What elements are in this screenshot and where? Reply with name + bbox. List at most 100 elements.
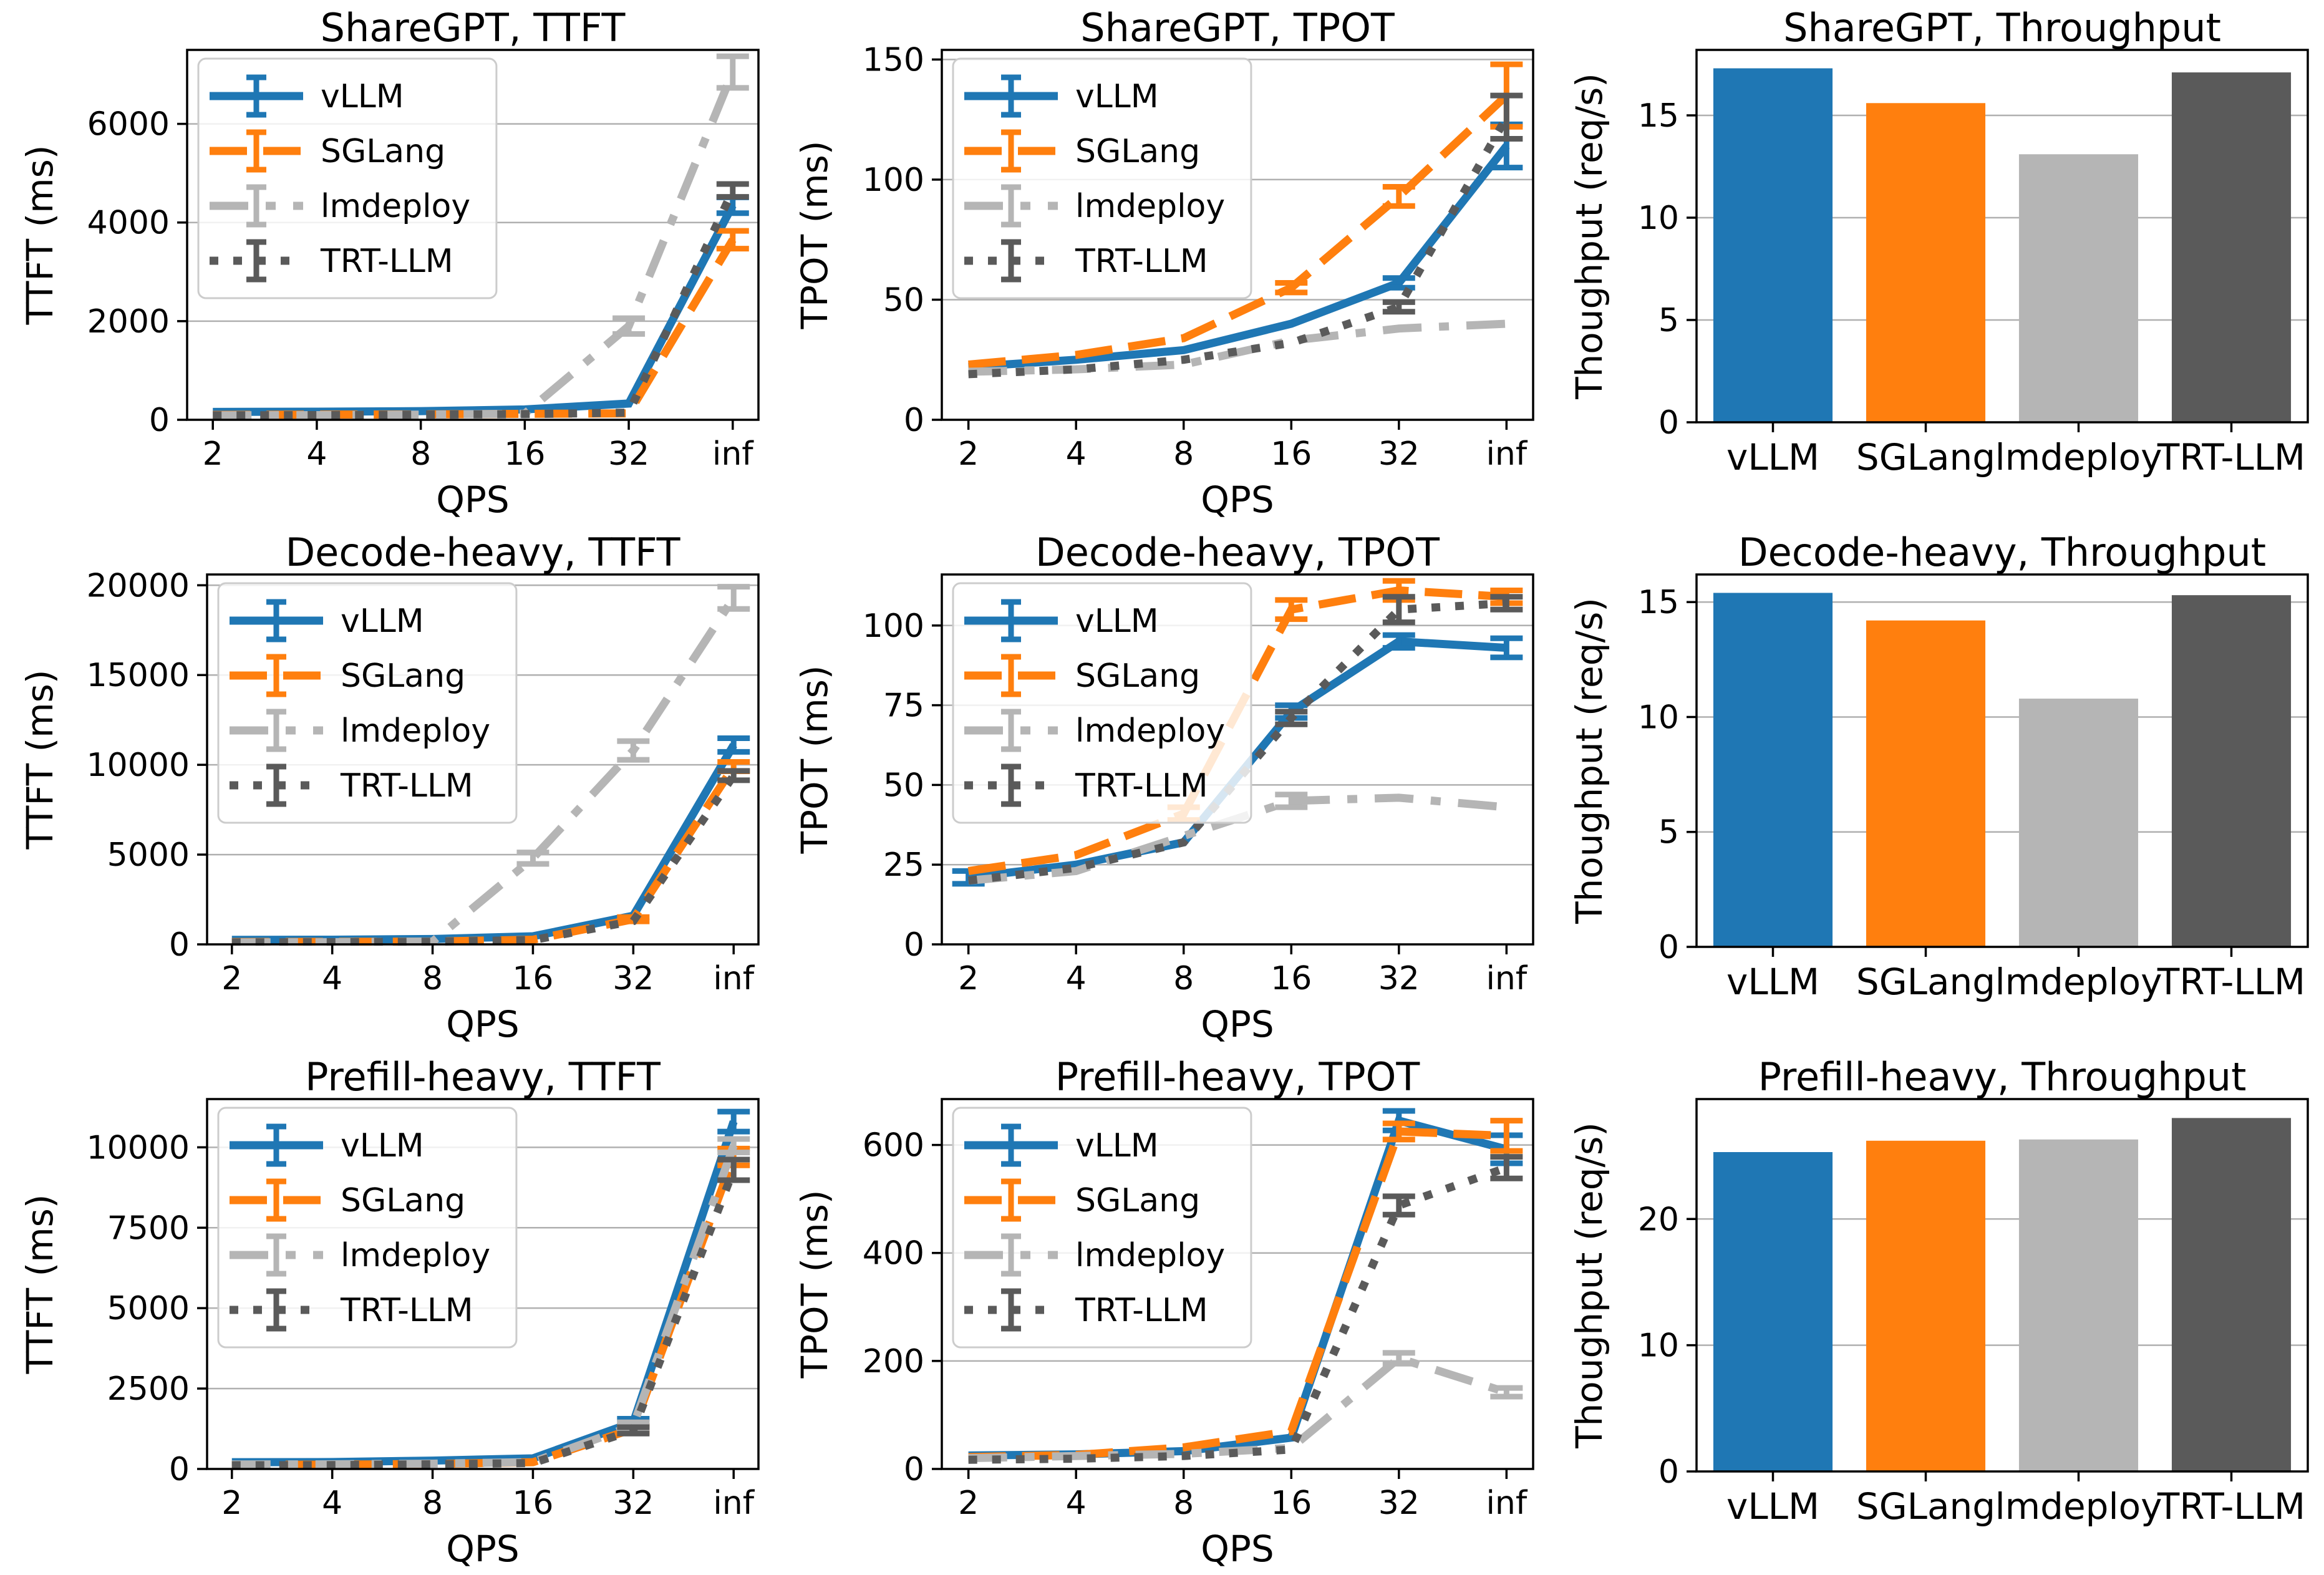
x-tick-label: 16 bbox=[512, 1485, 553, 1522]
error-bar-vLLM bbox=[1490, 635, 1523, 661]
axes-border bbox=[941, 1098, 1534, 1470]
error-bar-lmdeploy bbox=[717, 584, 750, 612]
error-bar-SGLang bbox=[1275, 280, 1308, 296]
legend-errorbar-SGLang bbox=[1001, 129, 1021, 173]
legend-errorbar-SGLang bbox=[1001, 1178, 1021, 1222]
x-tick-label: 8 bbox=[1173, 1485, 1194, 1522]
error-bar-lmdeploy bbox=[716, 53, 749, 91]
y-tick-label: 10 bbox=[1638, 699, 1679, 736]
legend-errorbar-SGLang bbox=[246, 129, 266, 173]
plot-area bbox=[231, 584, 750, 946]
series-line-TRT-LLM bbox=[231, 1168, 738, 1470]
y-tick-label: 15 bbox=[1638, 584, 1679, 621]
error-bar-TRT-LLM bbox=[717, 1156, 750, 1183]
x-tick-label: 4 bbox=[322, 960, 342, 997]
legend-label-vLLM: vLLM bbox=[341, 1127, 424, 1165]
chart-decode-heavy-ttft: Decode-heavy, TTFT TTFT (ms) 2 4 8 16 32 inf QPS… bbox=[19, 530, 760, 1045]
legend-label-SGLang: SGLang bbox=[321, 133, 445, 170]
y-tick-label: 600 bbox=[863, 1127, 924, 1165]
series-line-TRT-LLM bbox=[213, 188, 737, 420]
series-line-SGLang bbox=[968, 92, 1509, 369]
chart-title: ShareGPT, TTFT bbox=[321, 5, 626, 51]
legend-label-lmdeploy: lmdeploy bbox=[1075, 1237, 1225, 1274]
bar-lmdeploy bbox=[2018, 154, 2139, 423]
error-bar-TRT-LLM bbox=[1382, 299, 1415, 315]
x-tick-label: 2 bbox=[203, 435, 223, 473]
x-tick-label: 8 bbox=[422, 1485, 443, 1522]
x-tick-label: 16 bbox=[1271, 435, 1312, 473]
legend-box bbox=[952, 582, 1252, 824]
plot-area bbox=[231, 1108, 750, 1470]
legend-errorbar-vLLM bbox=[1001, 599, 1021, 642]
bar-category-label: lmdeploy bbox=[1995, 1485, 2162, 1528]
bar-SGLang bbox=[1866, 620, 1986, 947]
error-bar-TRT-LLM bbox=[1275, 709, 1308, 727]
bar-TRT-LLM bbox=[2171, 595, 2292, 947]
series-line-lmdeploy bbox=[213, 70, 737, 420]
error-bar-TRT-LLM bbox=[1490, 594, 1523, 613]
error-bar-TRT-LLM bbox=[617, 1424, 650, 1437]
y-tick-label: 15000 bbox=[87, 657, 190, 694]
x-tick-label: 8 bbox=[410, 435, 431, 473]
y-tick-label: 150 bbox=[863, 41, 924, 79]
y-tick-label: 50 bbox=[883, 767, 924, 804]
bar-category-label: SGLang bbox=[1856, 961, 1995, 1003]
legend-label-SGLang: SGLang bbox=[341, 657, 465, 695]
legend-box bbox=[217, 1107, 518, 1349]
y-axis-label: Thoughput (req/s) bbox=[1568, 598, 1610, 924]
y-tick-label: 10 bbox=[1638, 1327, 1679, 1365]
legend-label-vLLM: vLLM bbox=[1075, 78, 1159, 115]
x-tick-label: 32 bbox=[608, 435, 649, 473]
chart-sharegpt-throughput: ShareGPT, Throughput Thoughput (req/s) vLL… bbox=[1568, 5, 2309, 478]
legend-errorbar-lmdeploy bbox=[266, 709, 286, 752]
y-tick-label: 2500 bbox=[107, 1370, 190, 1408]
legend: vLLM SGLang lmdeploy TRT-LLM bbox=[217, 1107, 518, 1349]
y-tick-label: 0 bbox=[1658, 929, 1679, 966]
error-bar-TRT-LLM bbox=[1382, 594, 1415, 626]
y-tick-label: 0 bbox=[1658, 1453, 1679, 1491]
error-bar-SGLang bbox=[1490, 1118, 1523, 1154]
series-line-TRT-LLM bbox=[968, 1163, 1508, 1464]
chart-title: Decode-heavy, TPOT bbox=[1035, 530, 1440, 575]
chart-prefill-heavy-tpot: Prefill-heavy, TPOT TPOT (ms) 2 4 8 16 32 inf QP… bbox=[793, 1054, 1534, 1570]
y-tick-label: 0 bbox=[169, 926, 190, 964]
y-tick-label: 5 bbox=[1658, 814, 1679, 851]
error-bar-SGLang bbox=[1382, 183, 1415, 209]
y-tick-label: 0 bbox=[904, 1451, 924, 1488]
chart-title: Decode-heavy, Throughput bbox=[1738, 530, 2266, 575]
y-tick-label: 10 bbox=[1638, 200, 1679, 237]
error-bar-TRT-LLM bbox=[717, 768, 750, 783]
chart-sharegpt-ttft: ShareGPT, TTFT TTFT (ms) 2 4 8 16 32 inf QPS 0 200… bbox=[19, 5, 760, 521]
legend-box bbox=[217, 582, 518, 824]
y-tick-label: 5 bbox=[1658, 302, 1679, 339]
chart-title: Prefill-heavy, Throughput bbox=[1758, 1054, 2247, 1100]
legend-label-SGLang: SGLang bbox=[1075, 1182, 1200, 1219]
plot-area bbox=[968, 1108, 1523, 1464]
x-tick-label: 32 bbox=[1378, 1485, 1420, 1522]
bar-category-label: SGLang bbox=[1856, 1485, 1995, 1528]
legend-errorbar-TRT-LLM bbox=[246, 239, 266, 283]
bar-category-label: SGLang bbox=[1856, 436, 1995, 478]
legend-label-lmdeploy: lmdeploy bbox=[1075, 188, 1225, 225]
error-bar-lmdeploy bbox=[717, 1136, 750, 1156]
x-tick-label: 32 bbox=[612, 960, 654, 997]
error-bar-TRT-LLM bbox=[1382, 1193, 1415, 1218]
x-axis-label: QPS bbox=[1201, 1003, 1274, 1045]
bar-TRT-LLM bbox=[2171, 1118, 2292, 1471]
y-tick-label: 15 bbox=[1638, 97, 1679, 135]
x-tick-label: 2 bbox=[958, 960, 979, 997]
plot-area bbox=[213, 53, 749, 420]
chart-decode-heavy-throughput: Decode-heavy, Throughput Thoughput (req/s… bbox=[1568, 530, 2309, 1003]
series-line-vLLM bbox=[968, 143, 1510, 371]
y-tick-label: 20 bbox=[1638, 1201, 1679, 1238]
x-tick-label: 2 bbox=[958, 435, 979, 473]
y-tick-label: 0 bbox=[904, 926, 924, 964]
x-tick-label: 4 bbox=[306, 435, 327, 473]
legend-errorbar-vLLM bbox=[266, 1123, 286, 1167]
x-tick-label: 8 bbox=[1173, 960, 1194, 997]
y-tick-label: 400 bbox=[863, 1235, 924, 1272]
bar-category-label: TRT-LLM bbox=[2157, 436, 2305, 478]
legend-errorbar-TRT-LLM bbox=[1001, 1288, 1021, 1332]
chart-prefill-heavy-throughput: Prefill-heavy, Throughput Thoughput (req/… bbox=[1568, 1054, 2309, 1528]
legend-label-TRT-LLM: TRT-LLM bbox=[340, 767, 473, 805]
